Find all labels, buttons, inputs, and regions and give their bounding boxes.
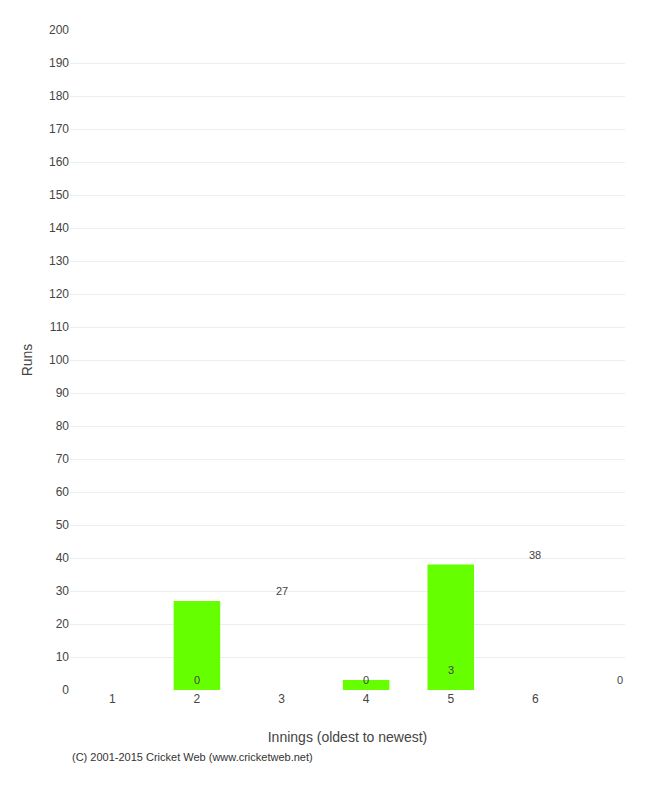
svg-text:6: 6: [532, 692, 539, 706]
svg-text:3: 3: [448, 664, 454, 676]
svg-text:70: 70: [56, 452, 70, 466]
svg-text:150: 150: [49, 188, 69, 202]
svg-text:160: 160: [49, 155, 69, 169]
svg-text:80: 80: [56, 419, 70, 433]
svg-text:3: 3: [278, 692, 285, 706]
svg-text:90: 90: [56, 386, 70, 400]
svg-text:27: 27: [276, 585, 288, 597]
svg-text:30: 30: [56, 584, 70, 598]
svg-text:4: 4: [363, 692, 370, 706]
svg-text:0: 0: [363, 674, 369, 686]
svg-text:140: 140: [49, 221, 69, 235]
svg-text:38: 38: [529, 549, 541, 561]
svg-text:130: 130: [49, 254, 69, 268]
svg-text:1: 1: [109, 692, 116, 706]
svg-text:200: 200: [49, 23, 69, 37]
svg-text:10: 10: [56, 650, 70, 664]
svg-text:2: 2: [194, 692, 201, 706]
svg-text:100: 100: [49, 353, 69, 367]
svg-text:110: 110: [50, 320, 69, 334]
svg-text:40: 40: [56, 551, 70, 565]
svg-text:60: 60: [56, 485, 70, 499]
svg-text:Runs: Runs: [19, 344, 35, 377]
svg-text:20: 20: [56, 617, 70, 631]
svg-text:Innings (oldest to newest): Innings (oldest to newest): [268, 729, 428, 745]
svg-text:0: 0: [194, 674, 200, 686]
svg-text:170: 170: [49, 122, 69, 136]
svg-text:180: 180: [49, 89, 69, 103]
svg-text:0: 0: [62, 683, 69, 697]
svg-text:190: 190: [49, 56, 69, 70]
svg-text:5: 5: [447, 692, 454, 706]
svg-text:120: 120: [49, 287, 69, 301]
svg-text:0: 0: [617, 674, 623, 686]
svg-text:50: 50: [56, 518, 70, 532]
svg-text:(C) 2001-2015 Cricket Web (www: (C) 2001-2015 Cricket Web (www.cricketwe…: [72, 751, 313, 763]
